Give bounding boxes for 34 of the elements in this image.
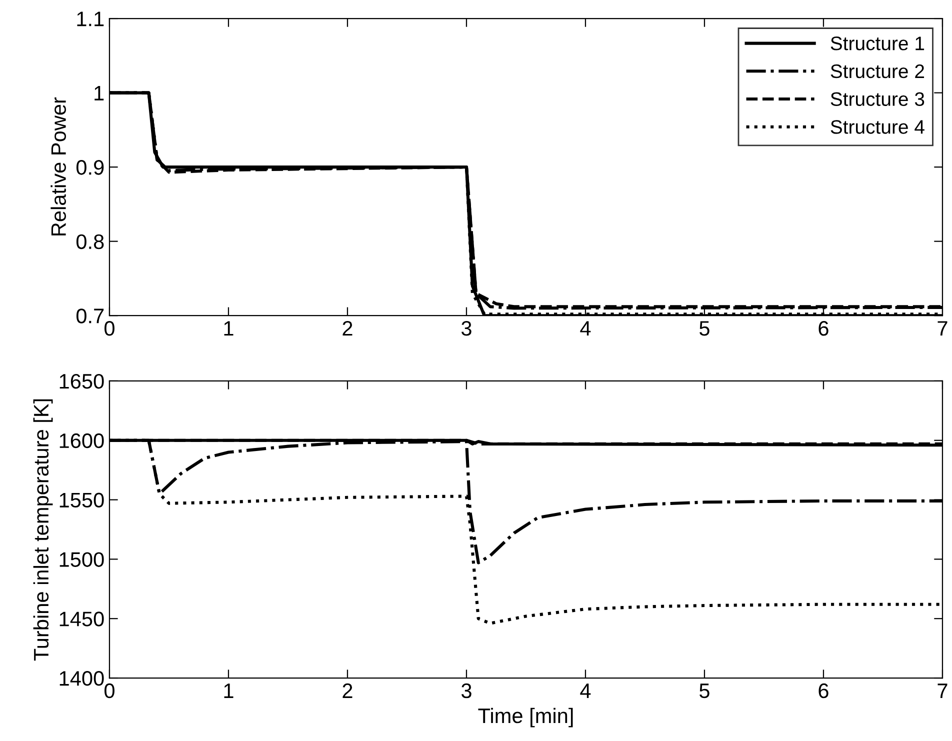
x-tick-label: 3 — [461, 321, 472, 336]
x-tick-label: 3 — [461, 683, 472, 698]
y-tick-label: 1.1 — [77, 12, 104, 26]
y-tick-label: 1400 — [60, 671, 104, 686]
x-tick-label: 2 — [342, 683, 352, 698]
legend-label: Structure 4 — [830, 120, 924, 134]
x-axis-title: Time [min] — [478, 708, 573, 728]
y-tick-label: 1550 — [60, 492, 104, 508]
y-tick-label: 1 — [94, 86, 104, 100]
x-tick-label: 6 — [818, 683, 828, 698]
x-tick-label: 1 — [224, 684, 234, 698]
y-tick-label: 0.9 — [76, 160, 104, 175]
y-tick-label: 1600 — [60, 433, 104, 448]
legend-label: Structure 1 — [830, 36, 924, 50]
x-tick-label: 4 — [580, 321, 591, 336]
legend-label: Structure 3 — [830, 92, 924, 106]
legend-label: Structure 2 — [830, 64, 924, 78]
y-axis-title: Turbine inlet temperature [K] — [33, 399, 53, 661]
x-tick-label: 4 — [580, 684, 591, 698]
x-tick-label: 5 — [700, 684, 710, 698]
x-tick-label: 6 — [818, 321, 828, 336]
x-tick-label: 0 — [104, 683, 114, 698]
x-tick-label: 5 — [700, 321, 710, 336]
y-tick-label: 0.8 — [76, 234, 104, 250]
x-tick-label: 2 — [342, 321, 352, 336]
x-tick-label: 1 — [224, 321, 234, 336]
x-tick-label: 7 — [938, 684, 948, 698]
x-tick-label: 0 — [104, 321, 114, 336]
y-axis-title: Relative Power — [50, 97, 66, 236]
y-tick-label: 1450 — [60, 612, 104, 626]
y-tick-label: 1650 — [60, 374, 104, 389]
y-tick-label: 1500 — [60, 552, 104, 567]
x-tick-label: 7 — [938, 321, 948, 336]
y-tick-label: 0.7 — [76, 308, 104, 324]
